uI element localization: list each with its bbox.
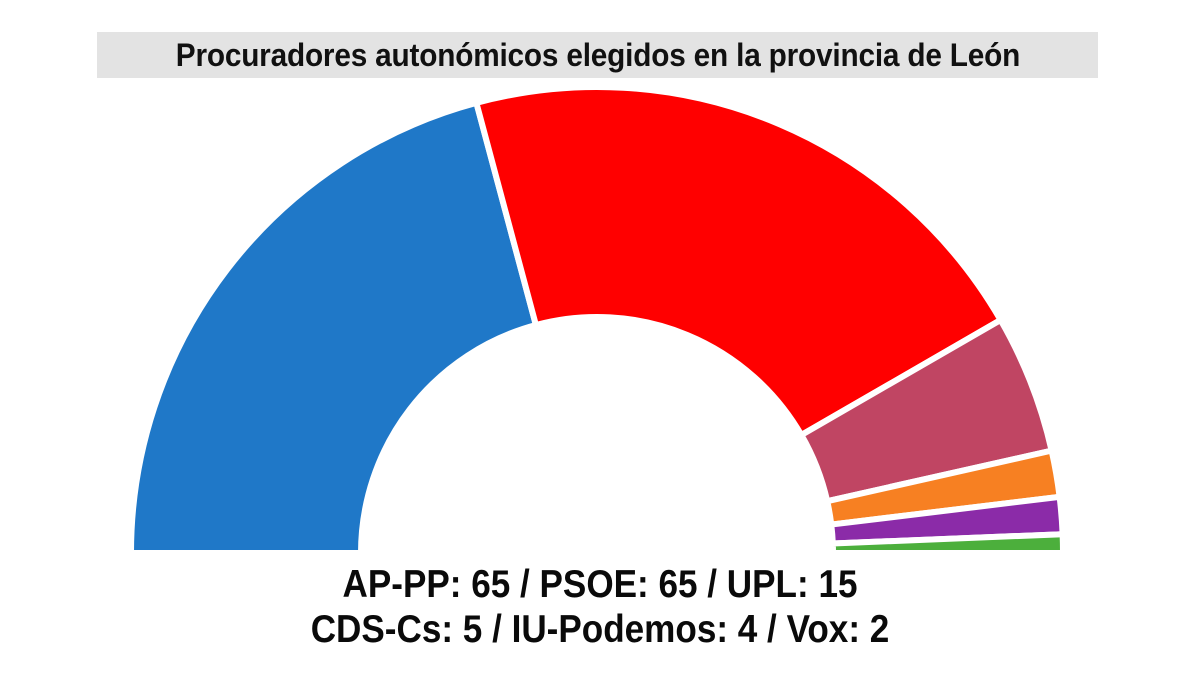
- legend-line-1: AP-PP: 65 / PSOE: 65 / UPL: 15: [342, 563, 858, 606]
- pie-slice-psoe: [473, 84, 1004, 438]
- donut-svg: [128, 84, 1066, 556]
- chart-title-band: Procuradores autonómicos elegidos en la …: [97, 32, 1098, 78]
- semicircle-donut-chart: [128, 84, 1066, 556]
- pie-slice-vox: [829, 531, 1066, 556]
- legend: AP-PP: 65 / PSOE: 65 / UPL: 15 CDS-Cs: 5…: [0, 562, 1200, 652]
- pie-slice-ap-pp: [128, 99, 539, 556]
- legend-line-2: CDS-Cs: 5 / IU-Podemos: 4 / Vox: 2: [310, 608, 890, 651]
- page-title: Procuradores autonómicos elegidos en la …: [175, 36, 1020, 73]
